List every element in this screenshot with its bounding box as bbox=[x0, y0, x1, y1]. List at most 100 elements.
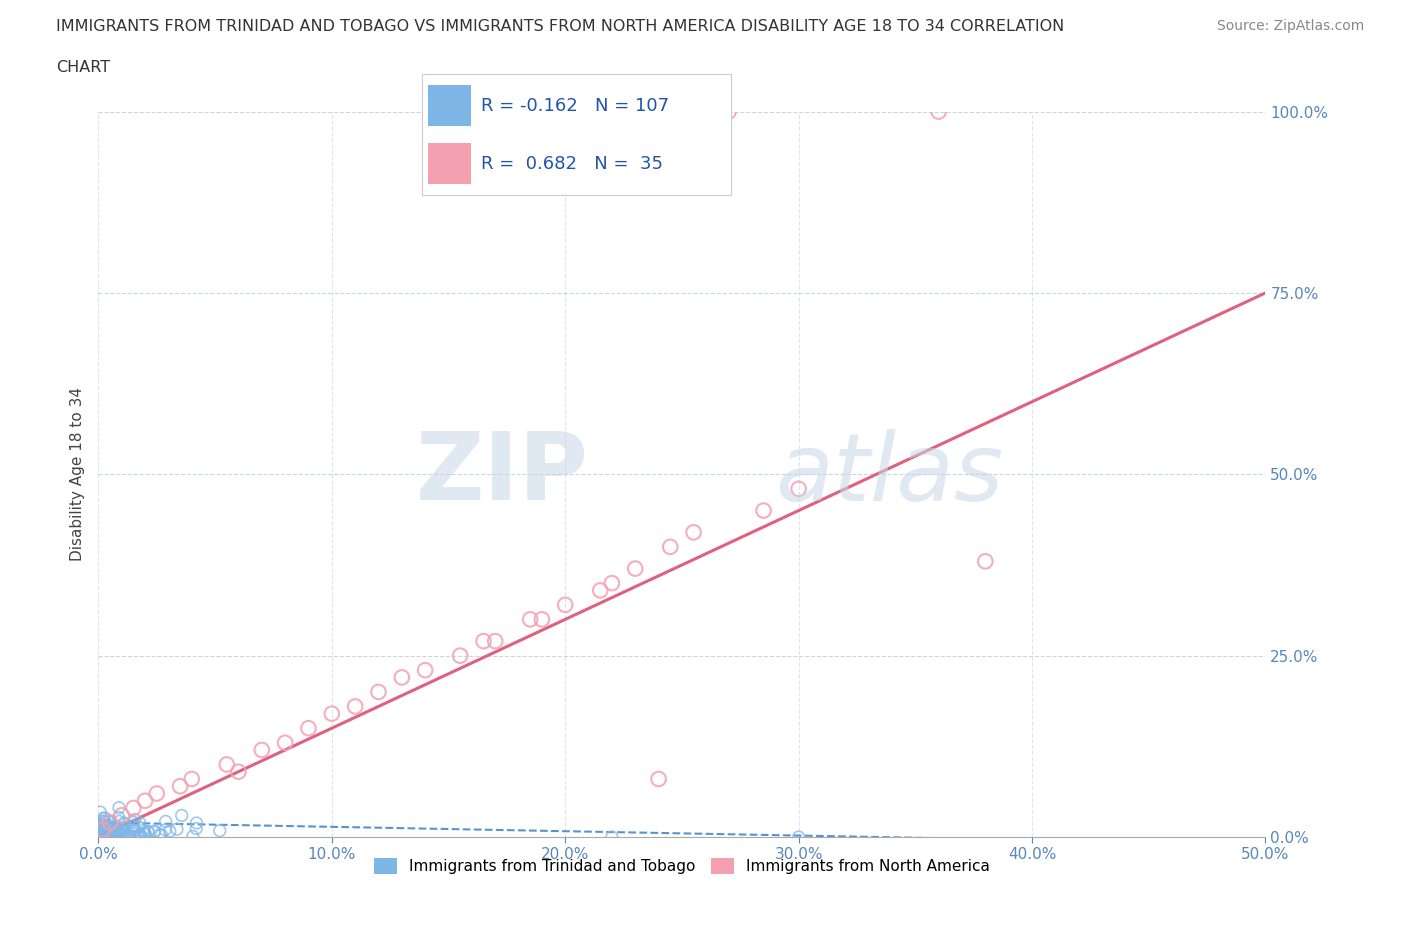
Point bbox=[134, 826, 156, 841]
Point bbox=[647, 772, 669, 787]
Point bbox=[787, 830, 810, 844]
Point bbox=[107, 830, 129, 844]
Point bbox=[122, 815, 145, 830]
Point bbox=[97, 814, 120, 829]
Point bbox=[321, 706, 343, 721]
Point bbox=[112, 828, 135, 843]
Point bbox=[107, 824, 129, 839]
Point bbox=[93, 827, 115, 842]
Point bbox=[297, 721, 319, 736]
Point bbox=[124, 823, 146, 838]
Point bbox=[659, 539, 682, 554]
Point bbox=[93, 822, 115, 837]
Point bbox=[215, 757, 238, 772]
Point bbox=[118, 829, 141, 844]
Point bbox=[114, 817, 136, 831]
Point bbox=[132, 823, 155, 838]
Point bbox=[186, 816, 208, 830]
Point bbox=[93, 814, 115, 829]
Point bbox=[367, 684, 389, 699]
Point bbox=[89, 804, 111, 819]
Point bbox=[449, 648, 471, 663]
Point bbox=[103, 823, 125, 838]
Point bbox=[122, 818, 145, 833]
Point bbox=[128, 827, 150, 842]
Point bbox=[107, 829, 129, 844]
Point bbox=[100, 822, 122, 837]
Point bbox=[91, 829, 114, 844]
Point bbox=[143, 823, 166, 838]
Point bbox=[90, 828, 112, 843]
Point bbox=[93, 827, 115, 842]
Point bbox=[122, 801, 145, 816]
Point bbox=[159, 824, 181, 839]
Text: atlas: atlas bbox=[775, 429, 1004, 520]
Point bbox=[181, 829, 204, 844]
Point bbox=[90, 829, 112, 844]
Point bbox=[89, 830, 111, 844]
Point bbox=[589, 583, 612, 598]
Point bbox=[90, 817, 112, 832]
Point bbox=[105, 821, 128, 836]
Point bbox=[135, 828, 157, 843]
Point bbox=[787, 482, 810, 497]
Point bbox=[554, 597, 576, 612]
Text: IMMIGRANTS FROM TRINIDAD AND TOBAGO VS IMMIGRANTS FROM NORTH AMERICA DISABILITY : IMMIGRANTS FROM TRINIDAD AND TOBAGO VS I… bbox=[56, 19, 1064, 33]
Point bbox=[89, 818, 111, 833]
Point bbox=[530, 612, 553, 627]
Point bbox=[100, 822, 122, 837]
Point bbox=[166, 822, 188, 837]
Point bbox=[97, 817, 120, 832]
Point bbox=[124, 812, 146, 827]
Point bbox=[98, 814, 121, 829]
Point bbox=[108, 801, 131, 816]
Point bbox=[96, 828, 118, 843]
Point bbox=[90, 829, 112, 844]
Point bbox=[150, 828, 173, 843]
Point bbox=[148, 828, 170, 843]
Point bbox=[94, 818, 117, 833]
Point bbox=[93, 827, 115, 842]
Point bbox=[97, 825, 120, 840]
Point bbox=[89, 817, 111, 832]
Point bbox=[143, 825, 166, 840]
Point bbox=[138, 825, 160, 840]
Point bbox=[107, 810, 129, 825]
Point bbox=[91, 814, 114, 829]
Point bbox=[97, 829, 120, 844]
Point bbox=[96, 822, 118, 837]
Point bbox=[717, 104, 740, 119]
Y-axis label: Disability Age 18 to 34: Disability Age 18 to 34 bbox=[69, 387, 84, 562]
Point bbox=[128, 816, 150, 830]
Point bbox=[128, 830, 150, 844]
Point bbox=[110, 823, 132, 838]
FancyBboxPatch shape bbox=[427, 143, 471, 184]
Point bbox=[91, 822, 114, 837]
Point bbox=[519, 612, 541, 627]
Point bbox=[974, 554, 997, 569]
Point bbox=[155, 814, 177, 829]
Point bbox=[89, 829, 111, 844]
Point bbox=[104, 823, 127, 838]
Point bbox=[228, 764, 250, 779]
Point bbox=[169, 778, 191, 793]
Point bbox=[111, 808, 134, 823]
Point bbox=[103, 828, 125, 843]
Point bbox=[208, 823, 231, 838]
Point bbox=[89, 822, 111, 837]
Point bbox=[108, 828, 131, 843]
Point bbox=[112, 827, 135, 842]
Point bbox=[600, 830, 623, 844]
Point bbox=[413, 663, 436, 678]
Point bbox=[484, 633, 506, 648]
Point bbox=[87, 828, 110, 843]
Point bbox=[170, 808, 193, 823]
Point bbox=[115, 830, 138, 844]
Point bbox=[186, 821, 208, 836]
Point bbox=[89, 825, 111, 840]
Point bbox=[101, 829, 124, 844]
Text: R = -0.162   N = 107: R = -0.162 N = 107 bbox=[481, 97, 669, 114]
Legend: Immigrants from Trinidad and Tobago, Immigrants from North America: Immigrants from Trinidad and Tobago, Imm… bbox=[368, 852, 995, 880]
Point bbox=[98, 828, 121, 843]
Point bbox=[472, 633, 495, 648]
